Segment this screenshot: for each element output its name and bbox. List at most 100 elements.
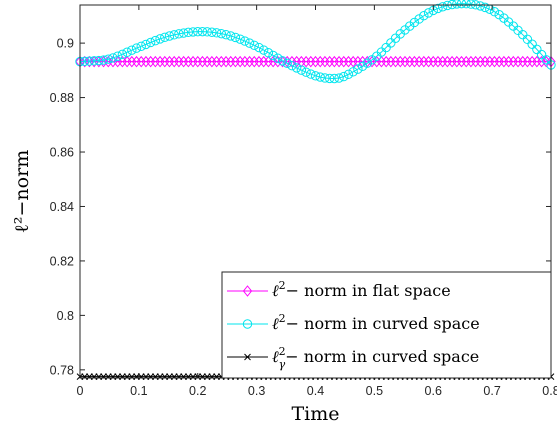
- series-2: [75, 0, 556, 84]
- data-point: [541, 55, 551, 65]
- legend-item-1: ℓ2− norm in flat space: [227, 279, 451, 300]
- data-point: [494, 9, 504, 20]
- data-point: [329, 73, 340, 84]
- legend-item-2: ℓ2− norm in curved space: [227, 312, 480, 333]
- data-point: [419, 11, 429, 21]
- x-tick-label: 0.5: [366, 384, 383, 398]
- data-point: [109, 373, 117, 380]
- data-point: [166, 373, 173, 380]
- x-tick-label: 0.4: [307, 384, 324, 398]
- data-point: [183, 27, 194, 38]
- data-point: [324, 73, 335, 84]
- data-point: [117, 49, 128, 60]
- data-point: [123, 373, 131, 380]
- series-line: [79, 3, 552, 80]
- data-point: [94, 55, 104, 66]
- legend-item-3: ℓ2 γ− norm in curved space: [227, 345, 479, 371]
- data-point: [141, 39, 151, 50]
- data-point: [193, 26, 203, 37]
- data-point: [211, 28, 222, 38]
- data-point: [348, 67, 358, 77]
- data-point: [170, 373, 178, 380]
- x-tick-label: 0.7: [483, 384, 500, 398]
- data-point: [489, 7, 500, 17]
- data-point: [437, 2, 448, 12]
- data-point: [213, 373, 220, 380]
- data-point: [188, 27, 198, 37]
- data-point: [475, 1, 486, 11]
- data-point: [235, 34, 245, 44]
- data-point: [84, 56, 95, 66]
- data-point: [273, 53, 283, 63]
- data-point: [207, 27, 217, 37]
- data-point: [203, 373, 211, 380]
- legend-marker: [242, 285, 253, 297]
- y-tick-label: 0.88: [50, 91, 74, 105]
- data-point: [142, 373, 150, 380]
- data-point: [456, 0, 467, 9]
- data-point: [136, 41, 146, 51]
- data-point: [131, 43, 142, 53]
- data-point: [423, 8, 434, 18]
- data-point: [180, 373, 187, 380]
- data-point: [104, 373, 112, 380]
- x-tick-label: 0: [77, 384, 84, 398]
- data-point: [282, 58, 292, 69]
- data-point: [90, 373, 98, 380]
- data-point: [221, 29, 231, 40]
- data-point: [89, 56, 99, 66]
- ticks-layer: 0 0.1 0.2 0.3 0.4 0.5 0.6 0.7 0.8 0.78 0.8 0.82 0.84…: [50, 5, 557, 398]
- data-point: [240, 36, 250, 46]
- data-point: [145, 37, 156, 48]
- data-point: [306, 69, 316, 79]
- data-point: [81, 373, 89, 380]
- y-tick-label: 0.8: [57, 309, 74, 323]
- data-point: [263, 48, 274, 58]
- legend-marker: [244, 353, 251, 361]
- y-axis-title: ℓ²−norm: [11, 150, 33, 233]
- x-tick-label: 0.1: [130, 384, 147, 398]
- x-tick-label: 0.3: [248, 384, 265, 398]
- data-point: [287, 60, 297, 71]
- legend-box: [221, 271, 552, 379]
- data-point: [189, 373, 197, 380]
- data-point: [108, 53, 118, 63]
- data-point: [466, 0, 476, 9]
- legend: ℓ2− norm in flat space ℓ2− norm in curved…: [221, 271, 552, 379]
- data-point: [128, 373, 136, 380]
- data-point: [536, 49, 547, 60]
- data-point: [184, 373, 192, 380]
- legend-label: ℓ2 γ− norm in curved space: [272, 345, 479, 371]
- data-point: [522, 34, 533, 45]
- data-point: [334, 73, 344, 83]
- data-point: [114, 373, 122, 380]
- data-point: [161, 373, 169, 380]
- data-point: [100, 373, 107, 380]
- y-tick-label: 0.84: [50, 200, 74, 214]
- y-tick-label: 0.78: [50, 363, 74, 377]
- x-tick-label: 0.2: [189, 384, 206, 398]
- data-point: [367, 55, 377, 65]
- data-point: [362, 58, 373, 68]
- data-point: [156, 373, 164, 380]
- data-point: [480, 2, 490, 13]
- data-point: [127, 45, 137, 55]
- data-point: [199, 373, 206, 380]
- legend-label: ℓ2− norm in curved space: [272, 312, 480, 333]
- data-point: [315, 72, 325, 82]
- data-point: [155, 34, 165, 44]
- data-point: [258, 45, 269, 55]
- data-point: [147, 373, 155, 380]
- x-tick-label: 0.8: [542, 384, 557, 398]
- data-point: [301, 67, 311, 77]
- data-point: [95, 373, 103, 380]
- data-point: [122, 47, 132, 57]
- data-point: [230, 32, 241, 43]
- data-point: [296, 65, 307, 75]
- x-axis-title: Time: [291, 403, 339, 423]
- data-point: [197, 26, 208, 37]
- legend-label: ℓ2− norm in flat space: [272, 279, 451, 300]
- data-point: [164, 31, 175, 41]
- data-point: [343, 69, 354, 79]
